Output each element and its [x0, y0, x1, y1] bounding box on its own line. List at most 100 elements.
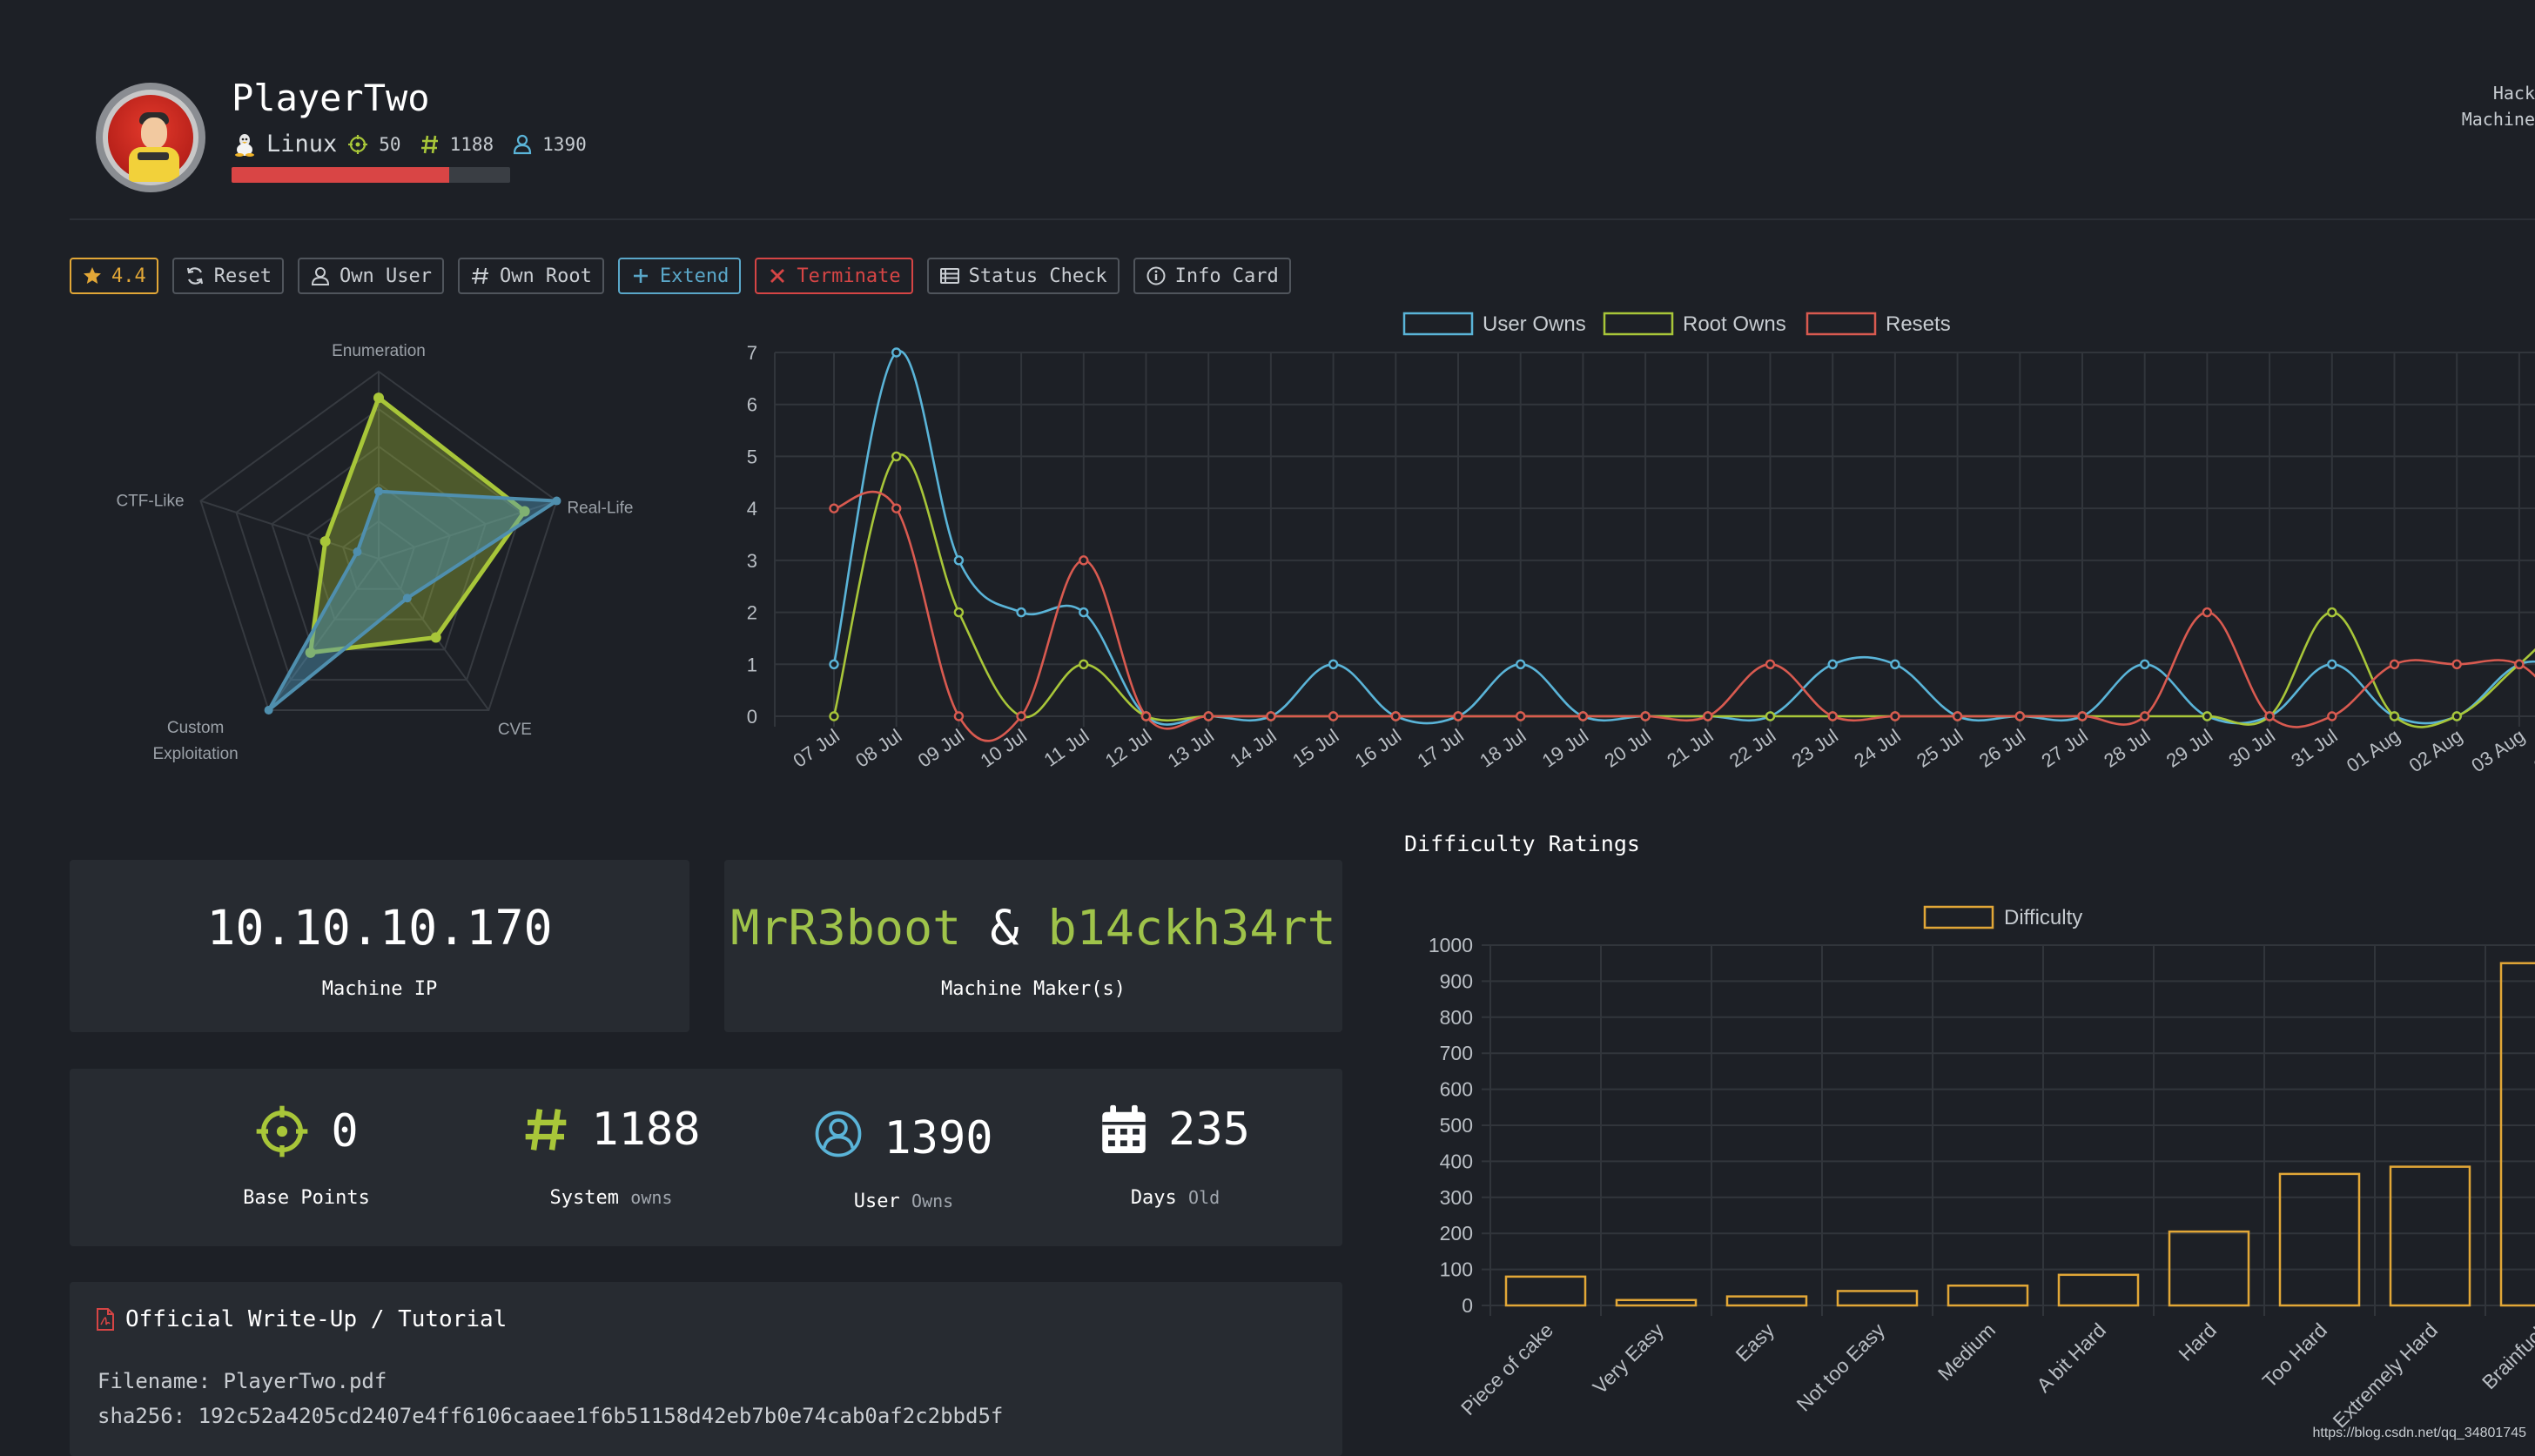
star-icon	[84, 267, 101, 284]
line-x-tick: 17 Jul	[1413, 725, 1467, 772]
line-x-tick: 10 Jul	[977, 725, 1031, 772]
line-point-0	[1827, 659, 1838, 669]
line-point-1	[1765, 711, 1776, 721]
user-owns-label: User Owns	[773, 1191, 1034, 1212]
bar-y-tick: 300	[1440, 1186, 1473, 1209]
days-suffix: Old	[1188, 1187, 1220, 1208]
line-point-0	[1079, 607, 1089, 618]
line-point-1	[2202, 711, 2213, 721]
radar-point-root	[305, 647, 316, 658]
owns-line-chart: 0 1 2 3 4 5 6 7 07 Jul 08 Jul 09 Jul 10 Jul 11 Jul 12…	[747, 312, 2535, 777]
legend-label: User Owns	[1483, 312, 1586, 336]
info-card-button[interactable]: Info Card	[1133, 258, 1291, 294]
bar-y-tick: 700	[1440, 1042, 1473, 1064]
rating-button[interactable]: 4.4	[70, 258, 158, 294]
line-point-0	[1328, 659, 1339, 669]
legend-swatch	[1603, 312, 1674, 336]
line-series-0	[832, 350, 2535, 726]
bar-x-tick: Easy	[1731, 1318, 1779, 1366]
points-value: 50	[379, 133, 401, 155]
rating-value: 4.4	[111, 265, 146, 287]
line-x-tick: 04 Aug	[2530, 725, 2535, 777]
line-point-2	[2139, 711, 2150, 721]
bar-y-tick: 0	[1462, 1294, 1473, 1317]
line-y-tick: 4	[747, 498, 757, 520]
writeup-card: Official Write-Up / Tutorial Filename: P…	[70, 1282, 1342, 1456]
info-icon	[1146, 266, 1166, 285]
line-point-2	[1577, 711, 1589, 721]
writeup-title-row[interactable]: Official Write-Up / Tutorial	[96, 1306, 507, 1332]
bar-y-tick: 100	[1440, 1258, 1473, 1281]
radar-axis-label: CVE	[498, 721, 532, 739]
line-y-tick: 6	[747, 394, 757, 416]
extend-button[interactable]: Extend	[617, 258, 742, 294]
machine-makers-card: MrR3boot & b14ckh34rt Machine Maker(s)	[724, 860, 1342, 1032]
header-divider	[70, 218, 2535, 220]
stat-system-owns: 1188 System owns	[481, 1069, 742, 1246]
hash-icon	[526, 1109, 567, 1151]
line-x-tick: 27 Jul	[2037, 725, 2091, 772]
line-point-1	[953, 607, 965, 618]
os-name: Linux	[266, 131, 338, 158]
radar-point-user	[264, 705, 273, 715]
line-point-2	[1266, 711, 1276, 721]
bar-x-tick: Medium	[1933, 1318, 2000, 1385]
user-icon	[311, 267, 329, 285]
line-x-tick: 18 Jul	[1476, 725, 1530, 772]
line-x-tick: 31 Jul	[2287, 725, 2341, 772]
user-owns-value: 1390	[542, 133, 587, 155]
bar-x-tick: A bit Hard	[2032, 1318, 2110, 1397]
line-point-2	[2264, 711, 2275, 721]
line-x-tick: 25 Jul	[1913, 725, 1967, 772]
bar-y-tick: 600	[1440, 1078, 1473, 1101]
machine-ip-value[interactable]: 10.10.10.170	[206, 900, 553, 956]
difficulty-bar	[2168, 1230, 2250, 1307]
user-label: User	[853, 1191, 900, 1212]
line-point-2	[1203, 711, 1214, 721]
own-root-button[interactable]: Own Root	[457, 258, 604, 294]
hash-icon	[471, 267, 488, 285]
own-user-button[interactable]: Own User	[297, 258, 444, 294]
line-point-1	[2327, 607, 2337, 618]
line-x-tick: 01 Aug	[2343, 725, 2404, 777]
line-point-2	[1453, 711, 1463, 721]
bar-y-tick: 1000	[1429, 934, 1473, 956]
line-y-tick: 0	[747, 706, 757, 728]
days-old-value: 235	[1168, 1104, 1250, 1156]
line-point-1	[829, 711, 839, 721]
line-x-tick: 12 Jul	[1101, 725, 1155, 772]
maker-link-2[interactable]: b14ckh34rt	[1047, 900, 1336, 956]
line-x-tick: 26 Jul	[1975, 725, 2029, 772]
target-icon	[348, 134, 368, 154]
radar-spoke	[267, 558, 380, 711]
bar-x-tick: Hard	[2174, 1318, 2221, 1365]
line-x-tick: 11 Jul	[1040, 725, 1093, 771]
line-point-0	[891, 347, 902, 358]
status-check-button[interactable]: Status Check	[926, 258, 1120, 294]
difficulty-bar	[2499, 962, 2535, 1307]
bar-y-tick: 500	[1440, 1114, 1473, 1137]
line-x-tick: 28 Jul	[2100, 725, 2154, 772]
radar-point-root	[373, 393, 384, 404]
writeup-title: Official Write-Up / Tutorial	[125, 1306, 508, 1332]
terminate-button[interactable]: Terminate	[755, 258, 913, 294]
line-point-2	[1328, 711, 1339, 721]
bar-y-tick: 200	[1440, 1222, 1473, 1245]
user-suffix: Owns	[911, 1191, 954, 1211]
extend-label: Extend	[659, 265, 730, 287]
bar-x-tick: Brainfuck	[2478, 1318, 2535, 1394]
legend-swatch	[1402, 312, 1474, 336]
refresh-icon	[186, 267, 203, 285]
machine-meta: Linux 50 1188 1390	[233, 131, 595, 158]
server-icon	[939, 268, 959, 284]
base-points-value: 0	[331, 1105, 359, 1157]
system-owns-label: System owns	[481, 1187, 742, 1209]
machine-ip-label: Machine IP	[321, 978, 438, 1000]
maker-link-1[interactable]: MrR3boot	[730, 900, 962, 956]
radar-spoke	[200, 500, 380, 560]
reset-label: Reset	[213, 265, 272, 287]
radar-grid-ring	[199, 370, 558, 711]
machine-progress-bar	[232, 167, 510, 183]
reset-button[interactable]: Reset	[171, 258, 284, 294]
linux-icon	[235, 133, 254, 157]
